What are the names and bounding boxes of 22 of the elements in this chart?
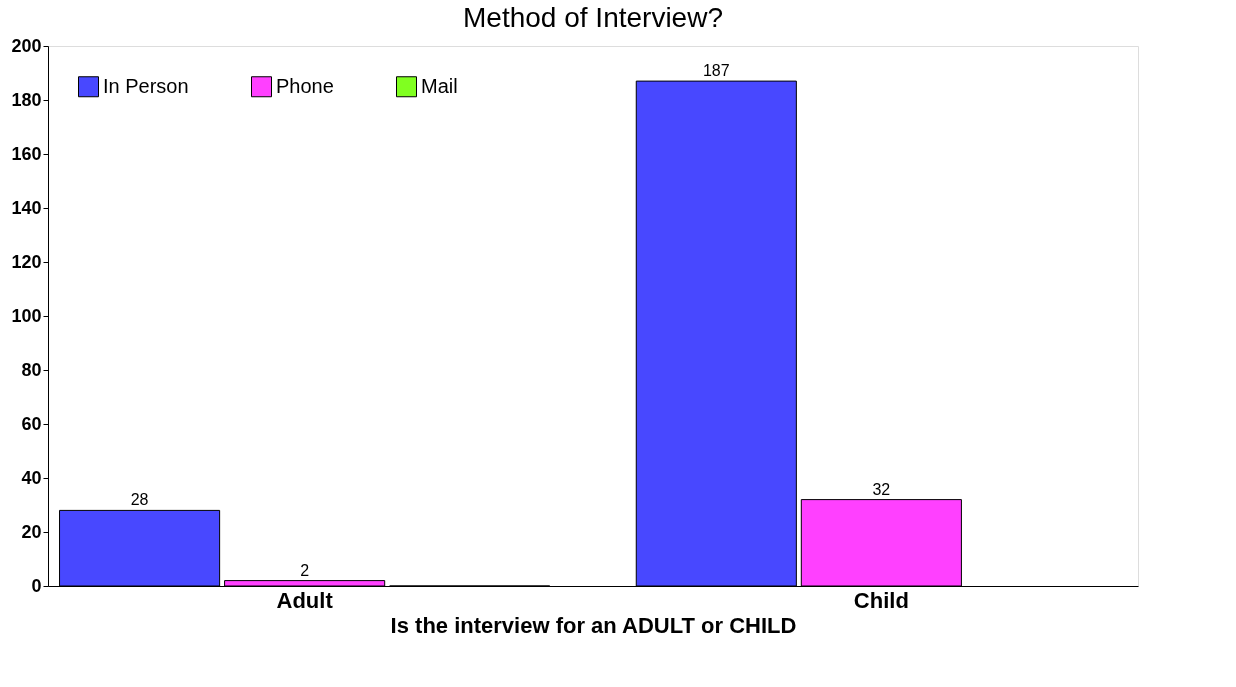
chart-title: Method of Interview? xyxy=(463,2,723,33)
y-tick-label: 20 xyxy=(21,521,42,542)
data-label: 28 xyxy=(130,491,149,509)
x-axis-title: Is the interview for an ADULT or CHILD xyxy=(390,612,797,638)
y-tick-label: 160 xyxy=(11,143,42,164)
data-label: 187 xyxy=(702,62,730,80)
y-tick-label: 180 xyxy=(11,89,42,110)
x-tick-label: Child xyxy=(853,587,909,613)
legend-label: Mail xyxy=(421,74,458,97)
legend-label: Phone xyxy=(276,74,334,97)
y-tick-label: 80 xyxy=(21,359,42,380)
data-label: 2 xyxy=(300,561,310,579)
data-label: 32 xyxy=(872,480,891,498)
y-tick-label: 40 xyxy=(21,467,42,488)
y-tick-label: 200 xyxy=(11,35,42,56)
x-tick-label: Adult xyxy=(276,587,334,613)
y-tick-label: 120 xyxy=(11,251,42,272)
legend-label: In Person xyxy=(103,74,189,97)
y-tick-label: 0 xyxy=(31,575,42,596)
y-tick-label: 60 xyxy=(21,413,42,434)
y-tick-label: 140 xyxy=(11,197,42,218)
y-tick-label: 100 xyxy=(11,305,42,326)
